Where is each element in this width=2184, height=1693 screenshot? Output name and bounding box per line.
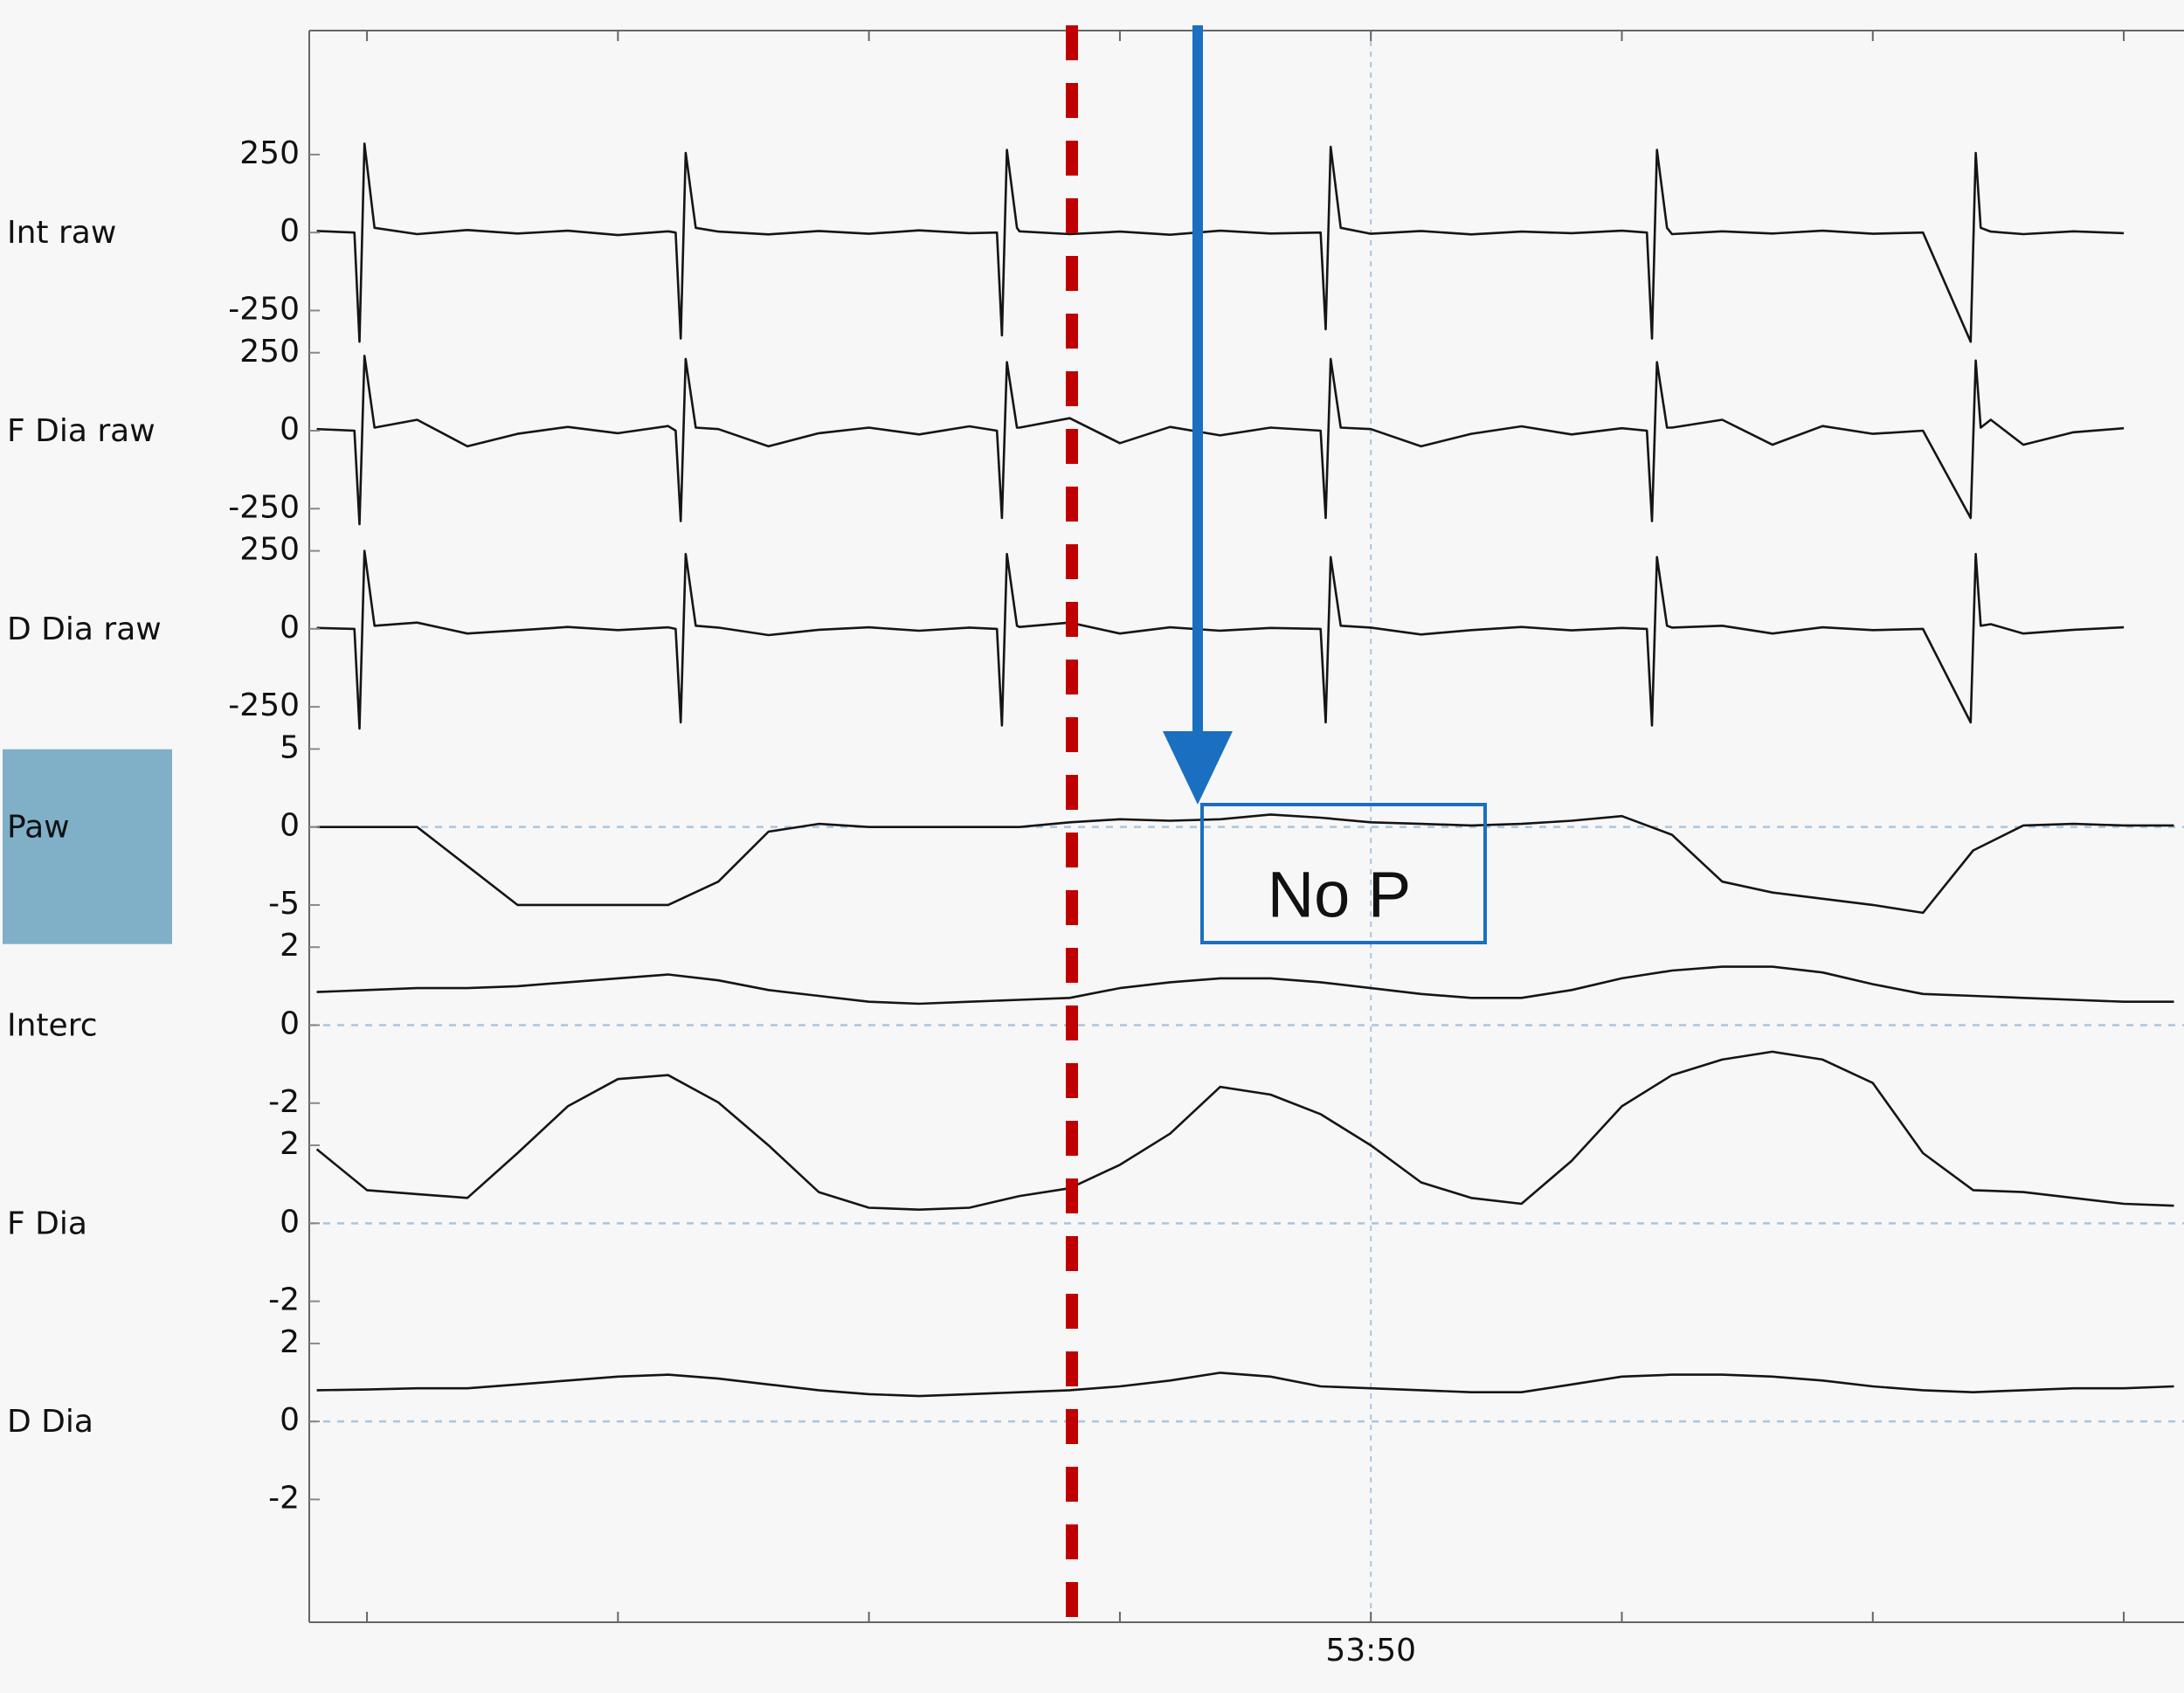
selected-channel-highlight — [3, 749, 172, 944]
y-tick-label: -5 — [268, 886, 300, 922]
y-tick-label: -2 — [268, 1282, 300, 1318]
y-tick-label: 2 — [280, 928, 300, 964]
y-tick-label: 0 — [280, 411, 300, 447]
y-tick-label: -250 — [228, 489, 300, 525]
channel-label: D Dia raw — [7, 612, 162, 647]
y-tick-label: 5 — [280, 729, 300, 765]
channel-trace — [315, 1050, 2174, 1211]
channel-trace — [316, 965, 2174, 1005]
channel-label: Paw — [7, 810, 70, 846]
x-tick-label: 53:50 — [1325, 1633, 1416, 1669]
y-tick-label: 2 — [280, 1324, 300, 1360]
y-tick-label: 0 — [280, 1402, 300, 1438]
y-tick-label: 250 — [239, 135, 300, 171]
channel-label: Interc — [7, 1008, 98, 1044]
y-tick-label: 250 — [239, 532, 300, 568]
y-tick-label: 0 — [280, 610, 300, 646]
y-tick-label: 2 — [280, 1126, 300, 1162]
annotation-box — [1200, 803, 1487, 944]
y-tick-label: 0 — [280, 1006, 300, 1042]
y-tick-label: 0 — [280, 808, 300, 844]
y-tick-label: 0 — [280, 1204, 300, 1240]
annotation-clip: No P — [1268, 859, 1412, 931]
annotation-text: No P — [1268, 859, 1412, 931]
y-tick-label: 0 — [280, 213, 300, 249]
channel-label: F Dia — [7, 1206, 87, 1241]
channel-trace — [316, 813, 2174, 915]
y-tick-label: -2 — [268, 1480, 300, 1516]
y-tick-label: -2 — [268, 1084, 300, 1120]
arrow-head — [1163, 731, 1233, 805]
y-tick-label: -250 — [228, 291, 300, 327]
traces — [315, 142, 2174, 1398]
channel-label: D Dia — [7, 1404, 93, 1440]
y-tick-label: 250 — [239, 334, 300, 370]
channel-trace — [316, 1372, 2174, 1398]
channel-label: F Dia raw — [7, 413, 156, 449]
underlay — [3, 31, 2184, 1622]
channel-label: Int raw — [7, 215, 116, 251]
y-tick-label: -250 — [228, 688, 300, 723]
